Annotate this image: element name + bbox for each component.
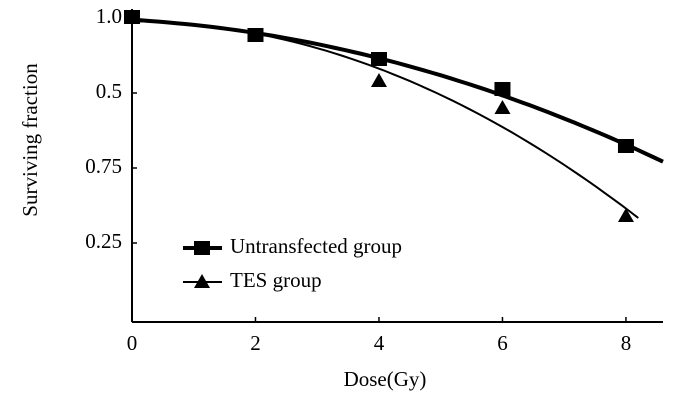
data-point xyxy=(617,208,634,222)
y-axis-label: Surviving fraction xyxy=(18,63,42,217)
data-point xyxy=(124,10,140,24)
data-point xyxy=(617,139,634,153)
data-point xyxy=(494,82,511,96)
y-tick-label: 0.25 xyxy=(85,229,122,253)
fit-curve xyxy=(131,17,664,164)
y-tick-label: 1.0 xyxy=(96,4,122,28)
fit-curve xyxy=(131,20,639,219)
data-point xyxy=(247,28,264,42)
data-point xyxy=(370,73,387,87)
y-tick-label: 0.75 xyxy=(85,154,122,178)
legend-label: Untransfected group xyxy=(230,234,402,258)
legend-marker xyxy=(194,274,210,288)
data-point xyxy=(494,100,511,114)
legend-marker xyxy=(194,241,210,255)
x-tick-label: 0 xyxy=(127,331,138,355)
y-tick-label: 0.5 xyxy=(96,79,122,103)
legend-label: TES group xyxy=(230,268,322,292)
x-tick-label: 8 xyxy=(621,331,632,355)
x-tick-label: 4 xyxy=(374,331,385,355)
x-tick-label: 2 xyxy=(250,331,261,355)
data-point xyxy=(370,52,387,66)
x-tick-label: 6 xyxy=(497,331,508,355)
x-axis-label: Dose(Gy) xyxy=(344,367,427,391)
